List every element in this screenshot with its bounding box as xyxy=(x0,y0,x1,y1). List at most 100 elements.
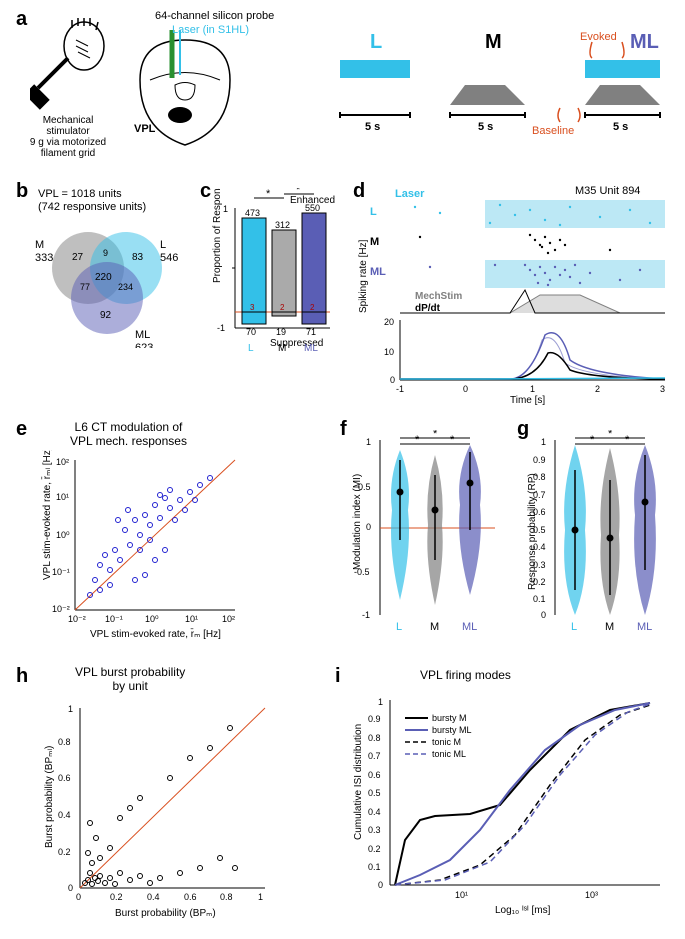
panel-f-violin: Modulation index (MI) 10.50-0.5-1 LMML *… xyxy=(350,430,500,640)
svg-text:*: * xyxy=(433,430,438,440)
mech-stim-l2: stimulator xyxy=(46,126,89,137)
svg-text:1: 1 xyxy=(223,204,228,214)
svg-text:0.5: 0.5 xyxy=(358,482,371,492)
brain-slice-icon xyxy=(130,30,240,160)
svg-text:M: M xyxy=(605,621,614,633)
mech-stim-caption: Mechanical stimulator 9 g via motorized … xyxy=(18,115,118,159)
svg-text:Burst probability (BPₘ): Burst probability (BPₘ) xyxy=(115,908,216,919)
svg-text:1: 1 xyxy=(68,704,73,714)
h-t1: VPL burst probability xyxy=(75,665,185,679)
panel-i-cdf: 00.10.20.30.40.50.60.70.80.91 10¹10³ Cum… xyxy=(350,690,670,920)
svg-text:-1: -1 xyxy=(362,610,370,620)
svg-text:0: 0 xyxy=(68,883,73,893)
svg-text:0.2: 0.2 xyxy=(533,577,546,587)
panel-e-scatter: 10⁻²10⁻¹10⁰10¹10² 10⁻²10⁻¹10⁰10¹10² VPL … xyxy=(40,450,240,640)
svg-text:Log₁₀ ᴵˢᴵ [ms]: Log₁₀ ᴵˢᴵ [ms] xyxy=(495,905,551,916)
svg-text:0.8: 0.8 xyxy=(368,733,381,743)
svg-text:10³: 10³ xyxy=(585,890,598,900)
svg-text:M: M xyxy=(430,621,439,633)
svg-text:M: M xyxy=(35,239,44,251)
svg-text:473: 473 xyxy=(245,208,260,218)
svg-text:0.4: 0.4 xyxy=(368,807,381,817)
h-t2: by unit xyxy=(112,679,147,693)
panel-b-subtitle: (742 responsive units) xyxy=(38,201,146,213)
svg-text:VPL stim-evoked rate, r̄ₘₗ [Hz: VPL stim-evoked rate, r̄ₘₗ [Hz] xyxy=(40,450,53,580)
mech-stim-l3: 9 g via motorized xyxy=(30,137,106,148)
svg-text:0.4: 0.4 xyxy=(533,542,546,552)
svg-text:Cumulative ISI distribution: Cumulative ISI distribution xyxy=(353,724,364,840)
svg-text:0.6: 0.6 xyxy=(533,507,546,517)
svg-text:10²: 10² xyxy=(222,614,235,624)
svg-text:Enhanced: Enhanced xyxy=(290,195,335,206)
vpl-label: VPL xyxy=(134,123,155,135)
cond-L: L xyxy=(370,31,382,53)
svg-text:1: 1 xyxy=(378,697,383,707)
mech-stim-l4: filament grid xyxy=(41,148,95,159)
panel-f-label: f xyxy=(340,418,347,441)
svg-text:83: 83 xyxy=(132,252,144,263)
svg-text:27: 27 xyxy=(72,252,84,263)
svg-text:1: 1 xyxy=(258,892,263,902)
svg-text:9: 9 xyxy=(103,248,108,258)
panel-c-chart: Proportion of Responsive Units 1 -1 473 … xyxy=(210,188,340,353)
panel-h-title: VPL burst probability by unit xyxy=(75,665,185,693)
svg-text:ML: ML xyxy=(135,329,150,341)
svg-text:2: 2 xyxy=(280,303,285,312)
trial-conditions-diagram: L Laser Mechanical 5 s M 5 s ML Evoked 5… xyxy=(330,30,680,150)
svg-text:0.8: 0.8 xyxy=(533,472,546,482)
svg-text:ML: ML xyxy=(462,621,477,633)
panel-d-raster: L M ML MechStim dP/dt 20 10 0 -1 0 1 2 3 xyxy=(370,195,675,395)
svg-text:234: 234 xyxy=(118,282,133,292)
svg-text:71: 71 xyxy=(306,327,316,337)
svg-text:bursty M: bursty M xyxy=(432,713,467,723)
svg-text:L: L xyxy=(160,239,166,251)
svg-text:-0.5: -0.5 xyxy=(354,567,370,577)
mech-stim-l1: Mechanical xyxy=(43,115,94,126)
svg-text:20: 20 xyxy=(384,317,394,327)
svg-text:0.2: 0.2 xyxy=(110,892,123,902)
svg-text:546: 546 xyxy=(160,252,178,264)
svg-text:0: 0 xyxy=(463,384,468,394)
svg-text:0.3: 0.3 xyxy=(533,560,546,570)
svg-text:623: 623 xyxy=(135,342,153,348)
svg-text:3: 3 xyxy=(250,303,255,312)
svg-text:10⁻²: 10⁻² xyxy=(52,604,70,614)
svg-text:0.4: 0.4 xyxy=(147,892,160,902)
svg-text:5 s: 5 s xyxy=(613,121,628,133)
svg-text:333: 333 xyxy=(35,252,53,264)
svg-text:1: 1 xyxy=(530,384,535,394)
panel-d-ylabel: Spiking rate [Hz] xyxy=(358,240,369,313)
panel-i-label: i xyxy=(335,665,341,688)
svg-text:0: 0 xyxy=(378,880,383,890)
svg-text:L: L xyxy=(370,206,377,218)
panel-h-label: h xyxy=(16,665,28,688)
panel-e-title: L6 CT modulation of VPL mech. responses xyxy=(70,420,187,448)
venn-diagram: M 333 L 546 ML 623 27 83 92 220 9 77 234 xyxy=(30,218,190,348)
svg-text:10¹: 10¹ xyxy=(56,492,69,502)
svg-text:tonic ML: tonic ML xyxy=(432,749,466,759)
svg-text:5 s: 5 s xyxy=(365,121,380,133)
svg-text:bursty ML: bursty ML xyxy=(432,725,472,735)
svg-text:dP/dt: dP/dt xyxy=(415,303,441,314)
svg-text:*: * xyxy=(415,434,420,446)
panel-b-title: VPL = 1018 units xyxy=(38,188,122,200)
svg-text:10⁻²: 10⁻² xyxy=(68,614,86,624)
svg-text:L: L xyxy=(571,621,577,633)
svg-text:Evoked: Evoked xyxy=(580,31,617,43)
svg-text:0.6: 0.6 xyxy=(58,773,71,783)
svg-text:L: L xyxy=(248,343,254,353)
panel-b-label: b xyxy=(16,180,28,203)
svg-text:1: 1 xyxy=(541,437,546,447)
svg-text:220: 220 xyxy=(95,272,112,283)
svg-text:10⁰: 10⁰ xyxy=(145,614,159,624)
svg-text:ML: ML xyxy=(630,31,659,53)
svg-text:0: 0 xyxy=(76,892,81,902)
svg-text:-1: -1 xyxy=(217,323,225,333)
silicon-probe-text: 64-channel silicon probe xyxy=(155,10,274,22)
svg-text:0.2: 0.2 xyxy=(58,847,71,857)
svg-text:312: 312 xyxy=(275,220,290,230)
svg-text:MechStim: MechStim xyxy=(415,291,462,302)
svg-text:0.6: 0.6 xyxy=(368,770,381,780)
svg-text:ML: ML xyxy=(304,343,318,353)
svg-text:0.9: 0.9 xyxy=(368,714,381,724)
